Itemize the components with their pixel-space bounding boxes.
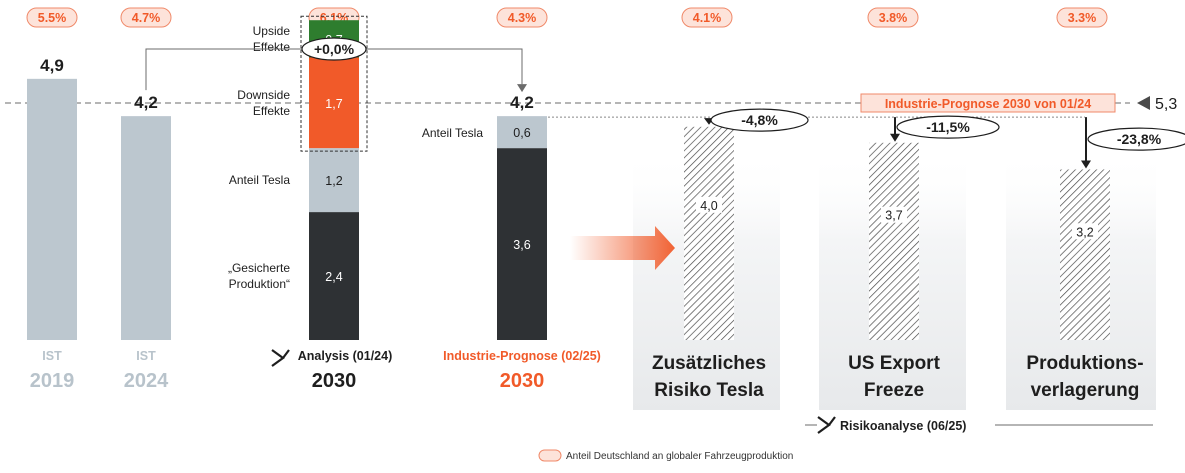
risk-change-badge (896, 115, 1000, 139)
risk-layer: 4,0 -4,8% Zusätzliches Risiko Tesla 3,7 -11,5… (548, 108, 1185, 401)
risk-scenario-label: verlagerung (1031, 380, 1140, 401)
risk-change-label: -4,8% (741, 112, 778, 128)
risk-value-label: 4,0 (700, 199, 717, 213)
bar-segment (309, 148, 359, 213)
x-category-label: Analysis (01/24) (298, 349, 393, 363)
risk-scenario-label: US Export (848, 353, 941, 374)
effects-dashed-box (300, 15, 368, 152)
risk-value-bg (881, 206, 907, 223)
x-category-label: IST (42, 349, 62, 363)
risk-value-label: 3,2 (1076, 225, 1093, 239)
share-pill-label: 4.1% (693, 11, 722, 25)
bar-ist2024 (121, 116, 171, 340)
footer-layer: Risikoanalyse (06/25) Anteil Deutschland … (538, 416, 1153, 462)
risk-value-label: 3,7 (885, 209, 902, 223)
risk-logo-icon-stroke (828, 416, 836, 426)
share-pill (120, 7, 172, 28)
share-pill (1056, 7, 1108, 28)
share-pill-label: 4.7% (132, 11, 161, 25)
risk-change-badge (710, 108, 809, 132)
risk-scenario-label: Produktions- (1026, 353, 1143, 374)
labels-layer: 4,9IST20194,2IST20242,41,21,70,7„Gesiche… (30, 24, 675, 392)
reference-value-label: 5,3 (1155, 96, 1177, 113)
bar-segment (497, 148, 547, 340)
bridge-label: +0,0% (314, 41, 355, 57)
share-pill (496, 7, 548, 28)
risk-drop-arrow-icon (890, 133, 900, 142)
share-pill-label: 5.5% (38, 11, 67, 25)
segment-name-line: „Gesicherte (228, 261, 290, 275)
risk-scenario-label: Freeze (864, 380, 924, 401)
risk-bar (1060, 169, 1110, 340)
reference-line: Industrie-Prognose 2030 von 01/24 5,3 (5, 93, 1177, 113)
legend-label: Anteil Deutschland an globaler Fahrzeugp… (566, 451, 793, 462)
reference-label-box (860, 93, 1116, 113)
bar-total-label: 4,9 (40, 56, 64, 75)
segment-name-line: Upside (253, 24, 291, 38)
segment-name-label: Anteil Tesla (229, 173, 290, 187)
analysis-logo-icon (271, 349, 285, 367)
risk-bar (869, 142, 919, 340)
segment-name-label: Downside Effekte (237, 88, 290, 118)
bars-layer (27, 15, 547, 340)
bar-segment-label: 3,6 (513, 238, 530, 252)
segment-name-line: Effekte (253, 104, 290, 118)
share-pill (681, 7, 733, 28)
x-year-label: 2030 (312, 370, 357, 392)
legend-swatch (538, 449, 562, 462)
segment-name-line: Effekte (253, 40, 290, 54)
risk-change-label: -11,5% (926, 119, 970, 135)
risk-scenario-label: Risiko Tesla (654, 380, 764, 401)
segment-name-line: Anteil Tesla (229, 173, 290, 187)
share-pill (26, 7, 78, 28)
x-category-label: Industrie-Prognose (02/25) (443, 349, 601, 363)
bridge-badge (301, 37, 367, 61)
share-pill-label: 3.3% (1068, 11, 1097, 25)
transition-arrow-icon (570, 226, 675, 270)
bar-total-label: 4,2 (510, 93, 534, 112)
risk-drop-arrow-icon (1081, 160, 1091, 169)
risk-bar (684, 126, 734, 340)
risk-change-badge (1087, 127, 1185, 151)
bar-total-label: 4,2 (134, 93, 158, 112)
bar-segment (497, 116, 547, 149)
x-year-label: 2024 (124, 370, 169, 392)
reference-label: Industrie-Prognose 2030 von 01/24 (885, 97, 1091, 111)
bar-segment-label: 0,6 (513, 126, 530, 140)
analysis-logo-icon-stroke (282, 349, 290, 359)
risk-value-bg (1072, 223, 1098, 240)
share-pill-label: 4.3% (508, 11, 537, 25)
share-pill-label: 3.8% (879, 11, 908, 25)
share-row: 5.5% 4.7% 6.1% 4.3% 4.1% 3.8% 3.3% (26, 7, 1108, 28)
bar-segment-label: 1,2 (325, 174, 342, 188)
risk-change-label: -23,8% (1117, 131, 1162, 147)
bar-ist2019 (27, 78, 77, 340)
reference-marker-icon (1137, 96, 1150, 110)
segment-name-label: „Gesicherte Produktion“ (228, 261, 290, 291)
bar-segment-label: 2,4 (325, 270, 342, 284)
bar-segment (309, 212, 359, 340)
bar-segment-label: 1,7 (325, 97, 342, 111)
risk-section-label: Risikoanalyse (06/25) (840, 419, 966, 433)
bar-segment (309, 57, 359, 149)
segment-name-line: Downside (237, 88, 290, 102)
segment-name-label: Anteil Tesla (422, 126, 483, 140)
x-year-label: 2030 (500, 370, 545, 392)
segment-name-label: Upside Effekte (253, 24, 291, 54)
risk-scenario-label: Zusätzliches (652, 353, 766, 374)
risk-logo-icon (817, 416, 831, 434)
x-category-label: IST (136, 349, 156, 363)
segment-name-line: Produktion“ (229, 277, 290, 291)
risk-value-bg (696, 196, 722, 213)
bridge-arrow-icon (517, 84, 527, 93)
share-pill (867, 7, 919, 28)
x-year-label: 2019 (30, 370, 75, 392)
